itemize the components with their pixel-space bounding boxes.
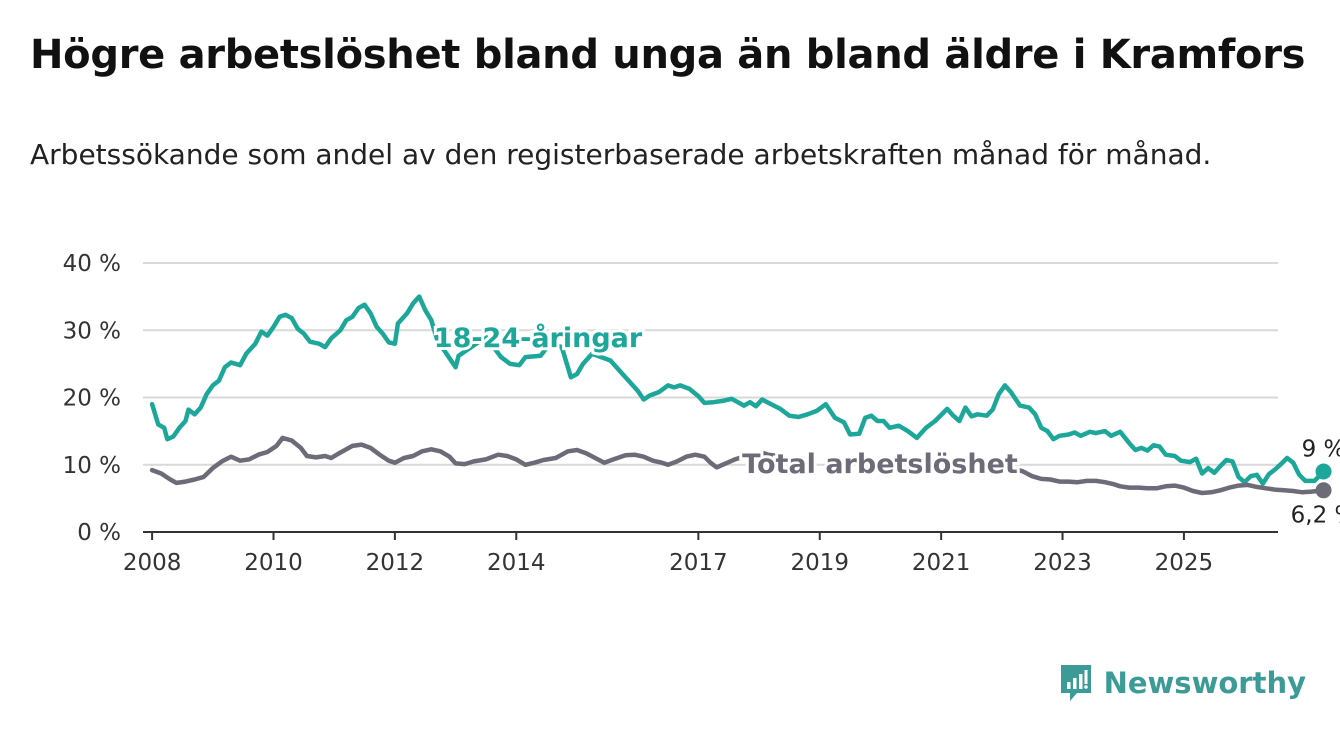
youth-series-label: 18-24-åringar — [434, 322, 643, 354]
x-tick-label: 2025 — [1155, 550, 1214, 576]
x-tick-label: 2021 — [912, 550, 971, 576]
y-tick-label: 20 % — [63, 386, 121, 412]
total-series-end-point — [1315, 482, 1332, 499]
newsworthy-logo: Newsworthy — [1058, 662, 1306, 704]
youth-series-end-point — [1315, 463, 1332, 480]
y-tick-label: 30 % — [63, 318, 121, 344]
x-tick-label: 2023 — [1033, 550, 1092, 576]
x-tick-label: 2012 — [366, 550, 425, 576]
y-tick-label: 0 % — [77, 520, 121, 546]
youth-end-value-label: 9 % — [1302, 436, 1340, 462]
total-series-label: Total arbetslöshet — [742, 449, 1018, 480]
total-series-line — [1014, 467, 1326, 496]
youth-series-line — [149, 294, 1326, 486]
y-axis-tick-labels: 0 % 10 % 20 % 30 % 40 % — [63, 251, 121, 546]
x-tick-label: 2014 — [487, 550, 546, 576]
x-axis: 2008 2010 2012 2014 2017 2019 2021 2023 2025 — [123, 531, 1278, 576]
series-labels: 18-24-åringar Total arbetslöshet 9 % 6,2 % — [431, 319, 1340, 528]
newsworthy-wordmark: Newsworthy — [1103, 666, 1306, 700]
x-tick-label: 2008 — [123, 550, 182, 576]
x-tick-label: 2017 — [669, 550, 728, 576]
total-end-value-label: 6,2 % — [1291, 502, 1340, 528]
total-series-line — [149, 435, 783, 486]
y-tick-label: 10 % — [63, 453, 121, 479]
x-tick-label: 2019 — [790, 550, 849, 576]
newsworthy-icon — [1060, 665, 1091, 701]
y-tick-label: 40 % — [63, 251, 121, 277]
chart-subtitle: Arbetssökande som andel av den registerb… — [30, 138, 1212, 171]
chart-title: Högre arbetslöshet bland unga än bland ä… — [30, 32, 1306, 78]
x-tick-label: 2010 — [244, 550, 303, 576]
series-lines — [149, 294, 1332, 499]
